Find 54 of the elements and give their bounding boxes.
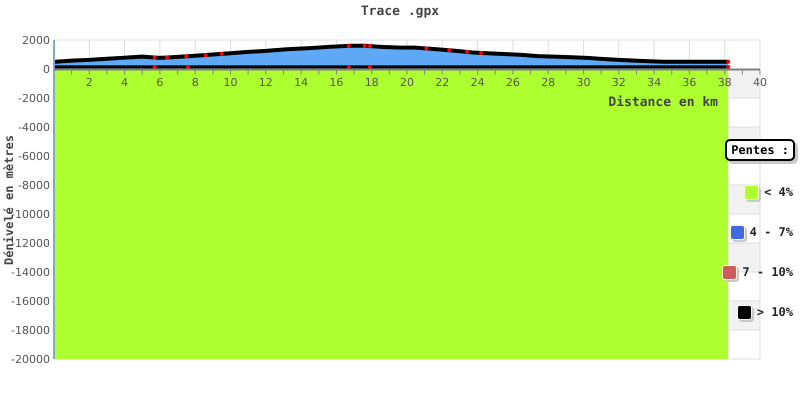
x-axis-title: Distance en km xyxy=(608,95,718,110)
x-tick-label: 6 xyxy=(156,76,164,89)
point xyxy=(424,46,428,50)
x-tick-label: 34 xyxy=(647,76,662,89)
y-tick-label: -2000 xyxy=(18,92,50,105)
point xyxy=(204,53,208,58)
x-tick-label: 36 xyxy=(682,76,696,89)
point xyxy=(362,44,367,48)
x-tick-label: 22 xyxy=(435,76,450,89)
y-tick-label: -18000 xyxy=(11,324,50,337)
x-tick-label: 28 xyxy=(541,76,556,89)
point xyxy=(368,44,372,48)
x-tick-label: 30 xyxy=(576,76,590,89)
legend-label: 4 - 7% xyxy=(750,224,793,240)
y-tick-label: -6000 xyxy=(18,150,50,163)
legend-label: < 4% xyxy=(764,184,793,200)
point xyxy=(726,60,730,64)
legend-title: Pentes : xyxy=(725,139,795,161)
y-tick-label: -20000 xyxy=(11,352,50,366)
x-tick-label: 2 xyxy=(86,76,93,89)
legend-label: > 10% xyxy=(756,304,793,320)
point xyxy=(447,48,452,52)
y-tick-label: -14000 xyxy=(11,266,50,279)
point xyxy=(152,64,157,69)
chart-title: Trace .gpx xyxy=(360,4,440,19)
point xyxy=(220,52,224,56)
legend-label: 7 - 10% xyxy=(742,264,793,280)
x-tick-label: 32 xyxy=(612,76,626,89)
point xyxy=(346,44,351,48)
y-tick-label: -8000 xyxy=(18,178,50,192)
x-tick-label: 20 xyxy=(400,76,414,89)
x-tick-label: 16 xyxy=(329,76,344,89)
point xyxy=(152,56,157,60)
point xyxy=(186,64,190,69)
x-tick-label: 4 xyxy=(121,76,128,89)
x-tick-label: 18 xyxy=(364,76,379,89)
x-tick-label: 26 xyxy=(506,76,520,89)
point xyxy=(726,64,730,69)
x-tick-label: 12 xyxy=(258,76,273,89)
point xyxy=(368,64,372,69)
x-tick-label: 8 xyxy=(192,76,199,89)
point xyxy=(346,64,351,69)
y-tick-label: -4000 xyxy=(18,120,50,134)
y-tick-label: -16000 xyxy=(11,294,50,308)
point xyxy=(184,54,188,58)
point xyxy=(479,50,484,55)
x-tick-label: 24 xyxy=(470,76,485,89)
y-tick-label: 2000 xyxy=(22,34,50,47)
x-tick-label: 14 xyxy=(294,76,308,89)
x-tick-label: 10 xyxy=(224,76,238,89)
x-tick-label: 40 xyxy=(753,76,767,89)
point xyxy=(164,55,169,60)
y-tick-label: 0 xyxy=(43,62,50,76)
point xyxy=(465,50,470,54)
